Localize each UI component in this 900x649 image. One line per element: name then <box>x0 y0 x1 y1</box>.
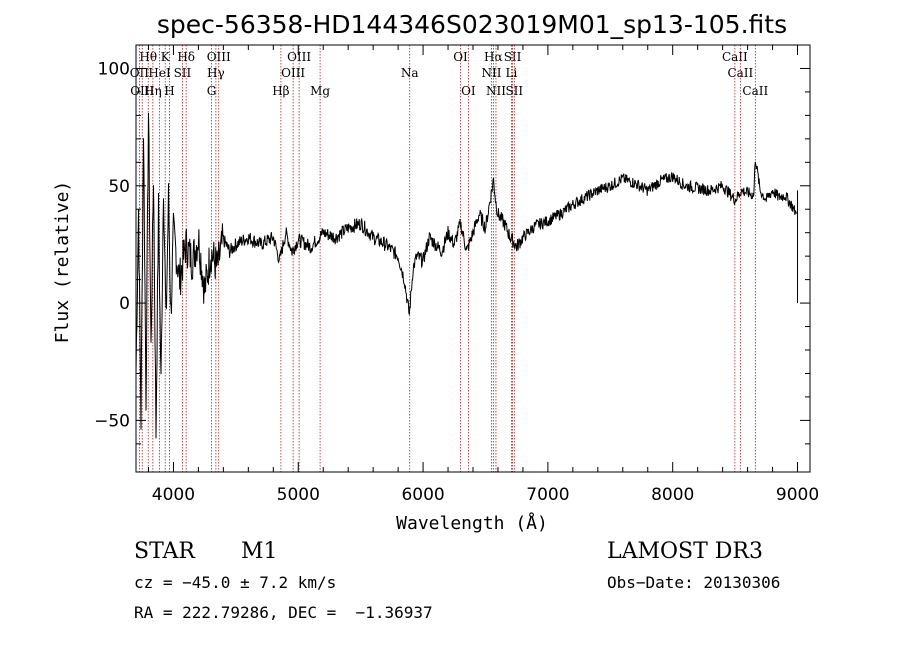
x-tick-label: 7000 <box>526 485 569 505</box>
line-label: G <box>207 84 217 98</box>
line-label: CaII <box>727 66 753 80</box>
line-label: Li <box>506 66 518 80</box>
line-label: K <box>161 50 171 64</box>
line-label: Mg <box>310 84 330 98</box>
axis-ticks: 4000 5000 6000 7000 8000 9000 −50 0 50 100 <box>94 44 819 505</box>
line-label: HeI <box>148 66 171 80</box>
line-label: NII <box>481 66 501 80</box>
survey-name: LAMOST DR3 <box>607 539 763 564</box>
observation-date: Obs−Date: 20130306 <box>607 573 781 592</box>
series-layer <box>135 112 799 439</box>
x-tick-label: 8000 <box>651 485 694 505</box>
y-tick-label: 0 <box>119 294 130 314</box>
line-label: OI <box>453 50 468 64</box>
redshift-cz: cz = −45.0 ± 7.2 km/s <box>134 573 337 592</box>
y-tick-label: −50 <box>94 411 130 431</box>
x-tick-label: 5000 <box>277 485 320 505</box>
y-tick-label: 100 <box>98 59 130 79</box>
object-subclass: M1 <box>241 539 278 564</box>
line-label: OIII <box>207 50 231 64</box>
x-tick-label: 6000 <box>401 485 444 505</box>
line-label: CaII <box>742 84 768 98</box>
line-label: Hα <box>484 50 503 64</box>
line-label: H <box>164 84 174 98</box>
x-tick-label: 9000 <box>776 485 819 505</box>
line-label: Hη <box>144 84 162 98</box>
x-axis-label: Wavelength (Å) <box>396 512 548 534</box>
line-label: SII <box>505 84 523 98</box>
line-label: OII <box>130 66 150 80</box>
line-label: Na <box>401 66 419 80</box>
line-label: SII <box>174 66 192 80</box>
y-axis-label: Flux (relative) <box>52 181 73 344</box>
line-label: CaII <box>722 50 748 64</box>
chart-title: spec-56358-HD144346S023019M01_sp13-105.f… <box>157 10 787 39</box>
line-label: Hδ <box>177 50 195 64</box>
y-tick-label: 50 <box>108 177 130 197</box>
spectrum-line <box>135 112 797 439</box>
plot-frame <box>135 44 811 473</box>
line-label: NII <box>486 84 506 98</box>
x-tick-label: 4000 <box>152 485 195 505</box>
line-label: SII <box>504 50 522 64</box>
line-label: OIII <box>287 50 311 64</box>
line-label: Hγ <box>207 66 225 80</box>
line-label: Hβ <box>272 84 289 98</box>
coordinates: RA = 222.79286, DEC = −1.36937 <box>134 603 433 622</box>
object-class: STAR <box>134 539 195 564</box>
line-label: OIII <box>281 66 305 80</box>
line-label: OI <box>461 84 476 98</box>
